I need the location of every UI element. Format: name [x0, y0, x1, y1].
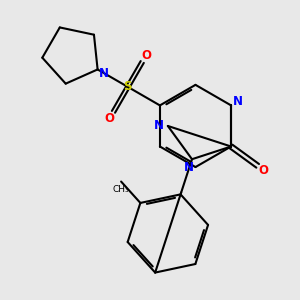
- Text: N: N: [99, 67, 109, 80]
- Text: N: N: [232, 95, 242, 108]
- Text: O: O: [259, 164, 269, 177]
- Text: CH₃: CH₃: [113, 185, 129, 194]
- Text: O: O: [105, 112, 115, 125]
- Text: N: N: [154, 119, 164, 133]
- Text: S: S: [124, 80, 132, 93]
- Text: N: N: [184, 161, 194, 174]
- Text: O: O: [141, 49, 151, 62]
